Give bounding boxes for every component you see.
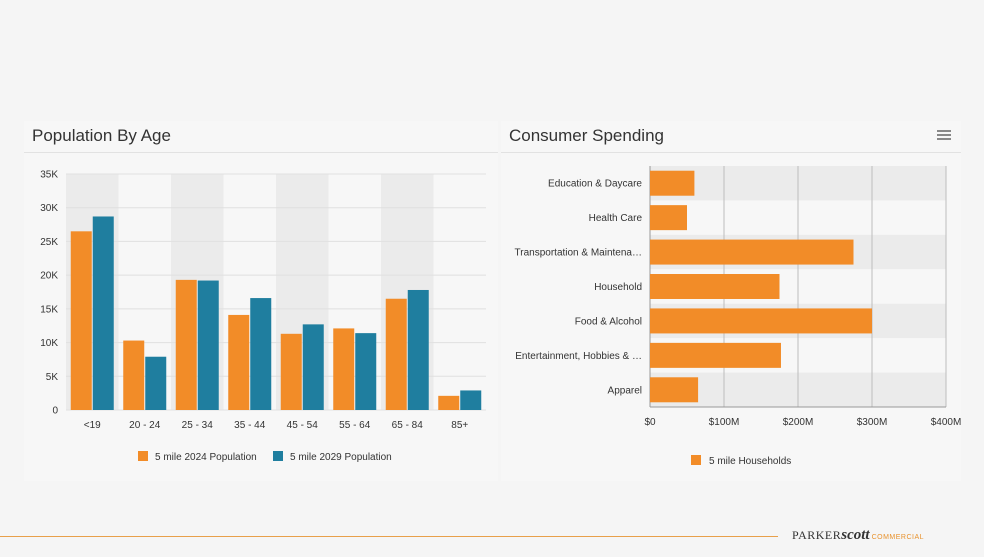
bar-2024 [333,328,355,410]
x-tick-label: <19 [84,420,101,431]
y-tick-label: 20K [40,271,58,282]
x-tick-label: 85+ [451,420,468,431]
spending-chart: $0 $100M $200M $300M $400M Education & Daycar… [515,166,961,467]
x-tick-label: $400M [931,417,961,428]
brand-part-parker: PARKER [792,528,842,542]
bar-2024 [123,340,145,410]
x-tick-label: $100M [709,417,740,428]
y-tick-label: Education & Daycare [548,179,642,190]
y-tick-label: Entertainment, Hobbies & … [515,351,642,362]
legend-label-2029: 5 mile 2029 Population [290,452,392,463]
consumer-spending-panel: Consumer Spending $0 $100M $200M $300M $400M… [501,121,961,481]
x-tick-label: 65 - 84 [392,420,424,431]
bar-2024 [280,333,302,410]
bar-2024 [228,314,250,410]
legend-label-2024: 5 mile 2024 Population [155,452,257,463]
chart-menu-icon[interactable] [937,128,951,142]
x-tick-label: 45 - 54 [287,420,319,431]
population-chart: 0 5K 10K 15K 20K 25K 30K 35K <19 20 - 24 25 - 34 35… [40,170,486,463]
y-tick-label: 35K [40,170,58,181]
spending-bar [650,377,699,403]
bar-2024 [175,279,197,410]
legend-swatch-households [691,455,701,465]
legend-swatch-2029 [273,451,283,461]
brand-part-commercial: COMMERCIAL [871,534,925,541]
y-tick-label: 25K [40,237,58,248]
spending-bar [650,342,781,368]
spending-chart-title: Consumer Spending [509,126,664,145]
y-tick-label: 10K [40,338,58,349]
x-tick-label: $300M [857,417,888,428]
bar-2024 [70,231,92,410]
panel-divider [24,152,498,153]
bar-2029 [197,280,219,410]
panel-divider [501,152,961,153]
spending-bar [650,274,780,299]
x-tick-label: 35 - 44 [234,420,266,431]
brand-logo: PARKERscott COMMERCIAL [792,526,924,544]
y-tick-label: Transportation & Maintena… [515,248,642,259]
bar-2029 [355,333,377,410]
spending-bar [650,170,695,196]
bar-2029 [407,289,429,410]
x-tick-label: 55 - 64 [339,420,371,431]
bar-2029 [460,390,482,410]
footer-accent-line [0,536,778,537]
bar-2029 [145,356,167,410]
x-tick-label: 25 - 34 [182,420,214,431]
y-tick-label: 0 [52,406,58,417]
y-tick-label: Apparel [608,385,642,396]
bar-2024 [438,395,460,410]
population-by-age-panel: Population By Age 0 5K 10K 15K 20K 25K 30K 35K <… [24,121,498,481]
population-chart-title: Population By Age [32,126,171,145]
bar-2029 [250,298,272,410]
x-tick-label: $200M [783,417,814,428]
brand-part-scott: scott [841,527,870,543]
y-tick-label: 5K [46,372,59,383]
legend-label-households: 5 mile Households [709,456,791,467]
bar-2024 [385,298,407,410]
category-band [433,174,486,410]
y-tick-label: Food & Alcohol [575,316,642,327]
x-tick-label: $0 [644,417,656,428]
spending-bar [650,308,872,334]
y-tick-label: Health Care [589,213,643,224]
y-tick-label: Household [594,282,642,293]
x-tick-label: 20 - 24 [129,420,161,431]
bar-2029 [92,216,114,410]
spending-bar [650,239,854,265]
y-tick-label: 15K [40,304,58,315]
legend-swatch-2024 [138,451,148,461]
bar-2029 [302,324,324,410]
y-tick-label: 30K [40,203,58,214]
spending-bar [650,205,687,231]
